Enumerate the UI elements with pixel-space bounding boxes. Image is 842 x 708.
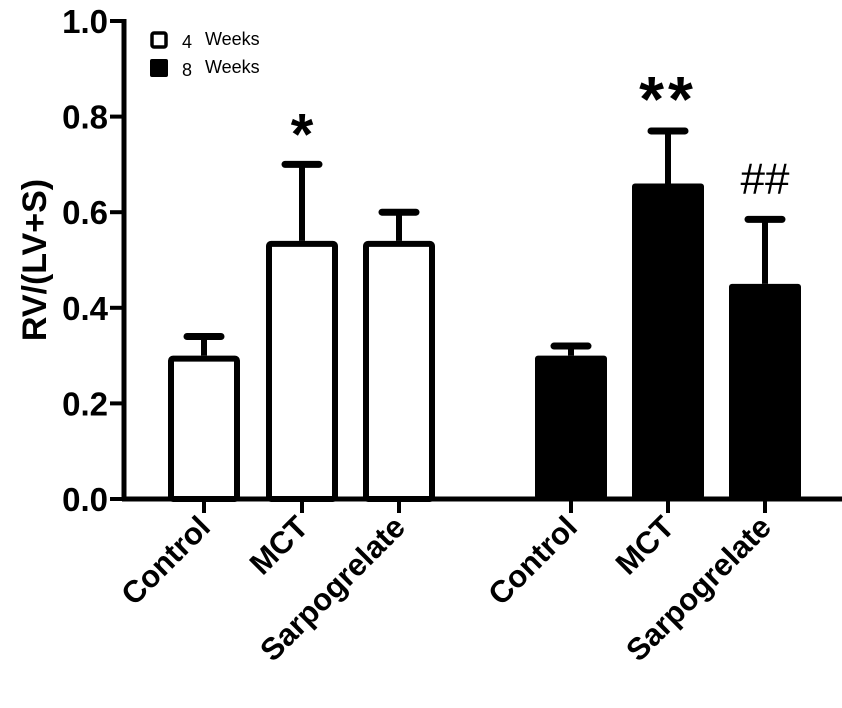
y-tick-label: 0.6 (62, 194, 108, 231)
y-tick-label: 0.0 (62, 481, 108, 518)
legend-label: Weeks (205, 57, 260, 77)
significance-annotation: ** (639, 63, 697, 135)
axes: 0.0 0.2 0.4 0.6 0.8 1.0 (62, 3, 842, 518)
y-tick-label: 0.4 (62, 290, 109, 327)
significance-annotation: * (291, 102, 314, 167)
bar (168, 355, 240, 502)
y-tick-label: 0.8 (62, 99, 108, 136)
legend-swatch (150, 31, 168, 49)
legend: 4 Weeks 8 Weeks (150, 29, 260, 80)
legend-number: 4 (182, 32, 192, 52)
bar (632, 183, 704, 499)
bar (535, 355, 607, 499)
legend-number: 8 (182, 60, 192, 80)
y-axis-label: RV/(LV+S) (16, 179, 54, 341)
bar (729, 283, 801, 499)
x-tick-label: MCT (609, 509, 681, 581)
bar (363, 240, 435, 502)
y-tick-label: 1.0 (62, 3, 108, 40)
significance-annotation: ## (741, 154, 790, 203)
x-tick-label: MCT (243, 509, 315, 581)
legend-label: Weeks (205, 29, 260, 49)
x-tick-label: Control (481, 509, 584, 612)
bars (168, 127, 801, 502)
y-tick-label: 0.2 (62, 385, 108, 422)
legend-swatch (150, 59, 168, 77)
bar (266, 240, 338, 502)
x-tick-label: Control (114, 509, 217, 612)
